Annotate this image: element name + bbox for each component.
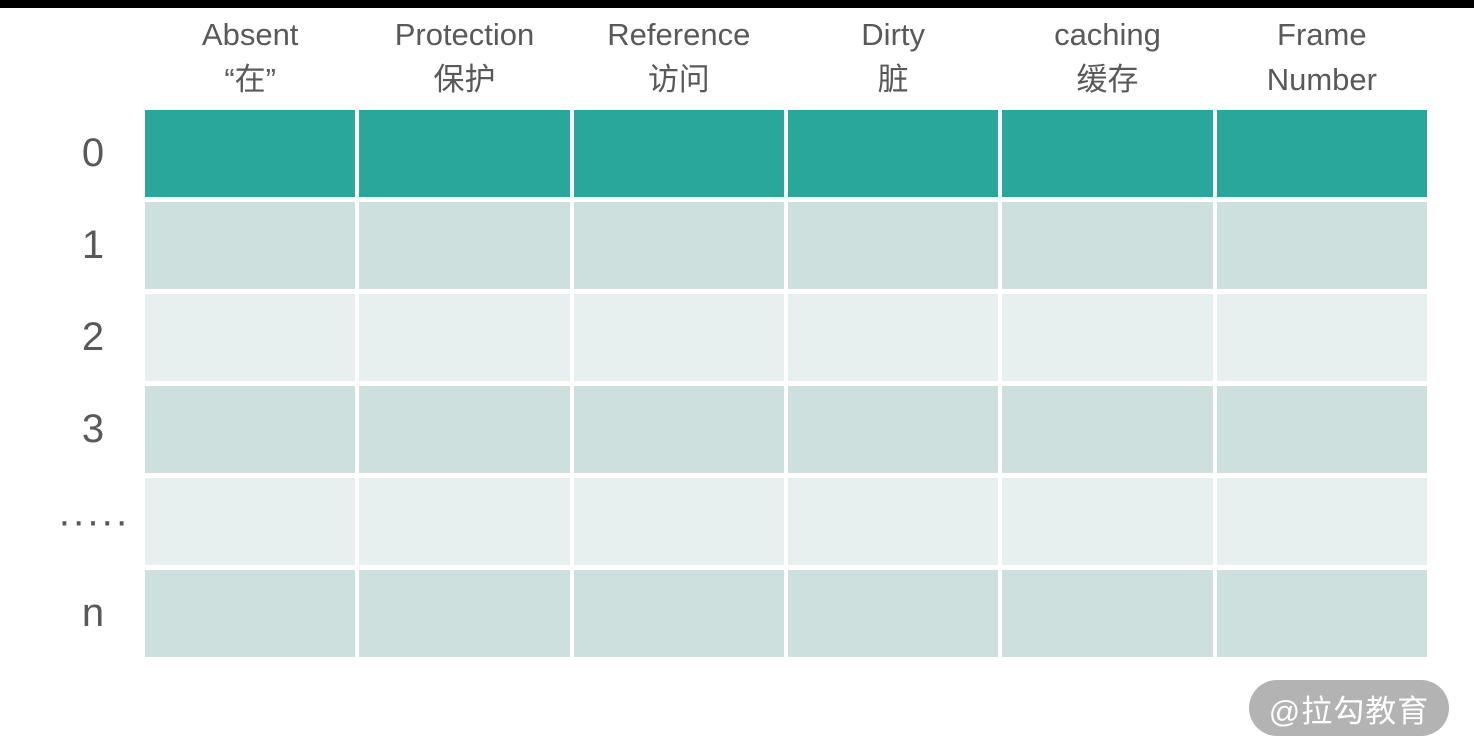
watermark-text: @拉勾教育 bbox=[1268, 693, 1430, 729]
column-header-line-en: caching bbox=[1054, 17, 1161, 52]
table-row: 3 bbox=[0, 386, 1427, 473]
column-header-frame-number: Frame Number bbox=[1217, 12, 1427, 102]
table-row: n bbox=[0, 570, 1427, 657]
table-cell bbox=[359, 294, 570, 381]
table-cell bbox=[359, 570, 570, 657]
table-cell bbox=[1216, 110, 1427, 197]
table-cell bbox=[145, 386, 356, 473]
row-cells bbox=[145, 570, 1427, 657]
table-cell bbox=[573, 478, 784, 565]
column-header-line-zh: 脏 bbox=[877, 62, 909, 97]
column-header-dirty: Dirty 脏 bbox=[788, 12, 998, 102]
table-cell bbox=[145, 570, 356, 657]
column-header-line-en: Frame bbox=[1277, 17, 1367, 52]
table-cell bbox=[1216, 478, 1427, 565]
table-cell bbox=[573, 110, 784, 197]
table-cell bbox=[145, 202, 356, 289]
row-label: 3 bbox=[81, 407, 106, 451]
table-cell bbox=[573, 570, 784, 657]
table-row: 1 bbox=[0, 202, 1427, 289]
table-row: 0 bbox=[0, 110, 1427, 197]
table-cell bbox=[1002, 294, 1213, 381]
table-cell bbox=[359, 386, 570, 473]
table-cell bbox=[787, 110, 999, 197]
row-cells bbox=[145, 478, 1427, 565]
table-cell bbox=[787, 478, 999, 565]
row-label: 0 bbox=[81, 131, 106, 175]
table-cell bbox=[1002, 110, 1213, 197]
table-cell bbox=[145, 478, 356, 565]
row-label: n bbox=[81, 591, 106, 635]
table-cell bbox=[359, 202, 570, 289]
column-header-line-zh: 缓存 bbox=[1076, 62, 1139, 97]
table-cell bbox=[787, 570, 999, 657]
row-cells bbox=[145, 294, 1427, 381]
row-label: 2 bbox=[81, 315, 106, 359]
column-header-line-zh: 访问 bbox=[647, 62, 710, 97]
column-header-line-en: Reference bbox=[607, 17, 751, 52]
column-header-caching: caching 缓存 bbox=[1002, 12, 1212, 102]
column-header-reference: Reference 访问 bbox=[574, 12, 784, 102]
table-cell bbox=[573, 202, 784, 289]
column-header-line-en: Dirty bbox=[861, 17, 926, 52]
table-header-row: Absent “在” Protection 保护 Reference 访问 Di… bbox=[145, 12, 1427, 102]
column-header-line-zh: 保护 bbox=[433, 62, 496, 97]
column-header-line-en: Absent bbox=[201, 17, 299, 52]
page-table: 0 1 2 3 bbox=[0, 110, 1427, 662]
table-cell bbox=[1002, 478, 1213, 565]
column-header-line-zh: “在” bbox=[224, 62, 276, 97]
row-cells bbox=[145, 202, 1427, 289]
table-cell bbox=[145, 110, 356, 197]
table-cell bbox=[1216, 294, 1427, 381]
table-cell bbox=[1216, 386, 1427, 473]
column-header-absent: Absent “在” bbox=[145, 12, 355, 102]
table-cell bbox=[1002, 386, 1213, 473]
table-row: ····· bbox=[0, 478, 1427, 565]
row-label-ellipsis: ····· bbox=[57, 499, 130, 543]
table-cell bbox=[573, 294, 784, 381]
table-cell bbox=[1002, 202, 1213, 289]
column-header-line-en: Number bbox=[1266, 62, 1377, 97]
table-cell bbox=[145, 294, 356, 381]
table-cell bbox=[787, 294, 999, 381]
column-header-protection: Protection 保护 bbox=[359, 12, 569, 102]
table-cell bbox=[1216, 570, 1427, 657]
top-accent-bar bbox=[0, 0, 1474, 8]
table-cell bbox=[787, 386, 999, 473]
table-cell bbox=[1216, 202, 1427, 289]
table-cell bbox=[359, 478, 570, 565]
row-cells bbox=[145, 386, 1427, 473]
column-header-line-en: Protection bbox=[394, 17, 535, 52]
table-cell bbox=[787, 202, 999, 289]
row-label: 1 bbox=[81, 223, 106, 267]
table-cell bbox=[1002, 570, 1213, 657]
table-cell bbox=[573, 386, 784, 473]
row-cells bbox=[145, 110, 1427, 197]
watermark-badge: @拉勾教育 bbox=[1249, 680, 1449, 736]
table-row: 2 bbox=[0, 294, 1427, 381]
table-cell bbox=[359, 110, 570, 197]
